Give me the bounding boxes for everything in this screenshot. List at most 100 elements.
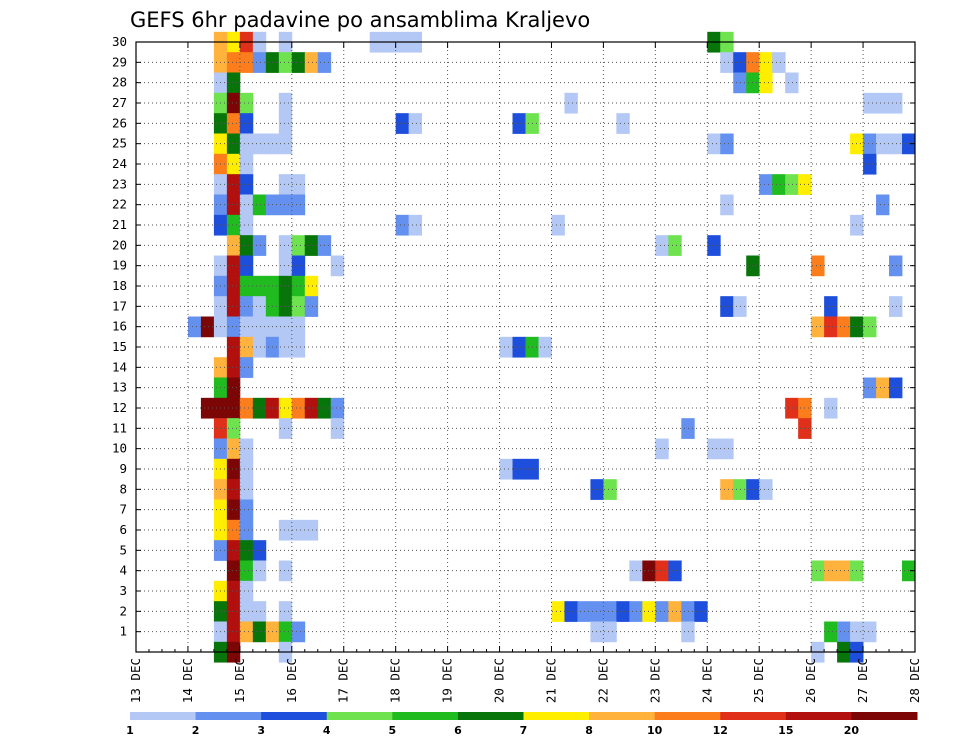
heatmap-cell xyxy=(889,92,903,114)
heatmap-cell xyxy=(239,255,254,277)
y-tick-label: 3 xyxy=(119,583,127,598)
heatmap-cell xyxy=(564,601,578,622)
heatmap-cell xyxy=(681,418,695,439)
x-tick-label: 26 DEC xyxy=(803,658,818,703)
heatmap-cell xyxy=(330,397,345,419)
x-tick-label: 25 DEC xyxy=(751,658,766,703)
heatmap-cell xyxy=(252,235,267,256)
heatmap-cell xyxy=(642,560,656,582)
heatmap-cell xyxy=(252,397,267,419)
heatmap-cell xyxy=(278,255,293,277)
heatmap-cell xyxy=(278,519,293,541)
heatmap-cell xyxy=(785,397,799,419)
heatmap-cell xyxy=(239,601,254,622)
y-tick-label: 13 xyxy=(112,380,127,395)
heatmap-cell xyxy=(720,296,734,317)
x-tick-label: 20 DEC xyxy=(492,658,507,703)
y-tick-label: 2 xyxy=(119,603,127,618)
heatmap-cell xyxy=(226,580,241,602)
heatmap-cell xyxy=(252,275,267,297)
heatmap-cell xyxy=(239,235,254,256)
heatmap-cell xyxy=(226,357,241,378)
heatmap-cell xyxy=(291,52,306,73)
heatmap-cell xyxy=(226,560,241,582)
heatmap-cell xyxy=(252,296,267,317)
heatmap-cell xyxy=(863,621,877,643)
heatmap-cell xyxy=(239,275,254,297)
colorbar-swatch xyxy=(654,712,721,720)
heatmap-cell xyxy=(239,479,254,500)
heatmap-cell xyxy=(304,275,319,297)
heatmap-cell xyxy=(226,214,241,236)
colorbar-label: 6 xyxy=(454,724,462,737)
heatmap-cell xyxy=(291,235,306,256)
y-tick-label: 10 xyxy=(112,441,127,456)
heatmap-cell xyxy=(551,601,565,622)
heatmap-cell xyxy=(733,479,747,500)
heatmap-cell xyxy=(772,52,786,73)
heatmap-cell xyxy=(226,540,241,561)
heatmap-cell xyxy=(837,560,851,582)
heatmap-cell xyxy=(759,479,773,500)
y-tick-label: 11 xyxy=(112,420,127,435)
y-tick-label: 15 xyxy=(112,339,127,354)
heatmap-cell xyxy=(278,113,293,134)
heatmap-cell xyxy=(304,296,319,317)
heatmap-cell xyxy=(226,336,241,358)
y-tick-label: 19 xyxy=(112,258,127,273)
colorbar-label: 10 xyxy=(647,724,663,737)
heatmap-cell xyxy=(226,72,241,94)
heatmap-cell xyxy=(291,336,306,358)
y-tick-label: 20 xyxy=(112,237,127,252)
heatmap-cell xyxy=(590,621,604,643)
colorbar-label: 5 xyxy=(389,724,397,737)
heatmap-cell xyxy=(252,194,267,216)
heatmap-cell xyxy=(499,458,513,480)
heatmap-cell xyxy=(239,174,254,195)
heatmap-cell xyxy=(252,601,267,622)
heatmap-cell xyxy=(239,357,254,378)
heatmap-cell xyxy=(226,377,241,399)
heatmap-cell xyxy=(278,275,293,297)
heatmap-cell xyxy=(226,113,241,134)
heatmap-cell xyxy=(876,194,890,216)
heatmap-cell xyxy=(226,174,241,195)
x-tick-label: 23 DEC xyxy=(647,658,662,703)
heatmap-cell xyxy=(278,336,293,358)
x-tick-label: 27 DEC xyxy=(855,658,870,703)
heatmap-cell xyxy=(759,174,773,195)
colorbar-swatch xyxy=(523,712,590,720)
heatmap-cell xyxy=(278,174,293,195)
heatmap-cell xyxy=(200,316,215,338)
heatmap-cell xyxy=(239,397,254,419)
y-tick-label: 30 xyxy=(112,34,127,49)
colorbar-label: 3 xyxy=(257,724,265,737)
heatmap-cell xyxy=(304,235,319,256)
colorbar-swatch xyxy=(326,712,393,720)
heatmap-cell xyxy=(226,235,241,256)
heatmap-cell xyxy=(291,397,306,419)
heatmap-cell xyxy=(239,316,254,338)
heatmap-cell xyxy=(707,235,721,256)
y-tick-label: 9 xyxy=(119,461,127,476)
heatmap-cell xyxy=(785,174,799,195)
heatmap-cell xyxy=(226,296,241,317)
heatmap-cell xyxy=(811,255,825,277)
y-tick-label: 28 xyxy=(112,75,127,90)
heatmap-cell xyxy=(707,133,721,155)
heatmap-cell xyxy=(720,133,734,155)
heatmap-cell xyxy=(187,316,202,338)
heatmap-cell xyxy=(863,316,877,338)
heatmap-cell xyxy=(291,519,306,541)
heatmap-cell xyxy=(408,214,423,236)
heatmap-cell xyxy=(304,519,319,541)
heatmap-cell xyxy=(824,621,838,643)
heatmap-cell xyxy=(863,133,877,155)
heatmap-cell xyxy=(239,92,254,114)
heatmap-cell xyxy=(824,560,838,582)
heatmap-cell xyxy=(837,621,851,643)
heatmap-cell xyxy=(226,153,241,175)
heatmap-cell xyxy=(824,397,838,419)
heatmap-cell xyxy=(889,255,903,277)
